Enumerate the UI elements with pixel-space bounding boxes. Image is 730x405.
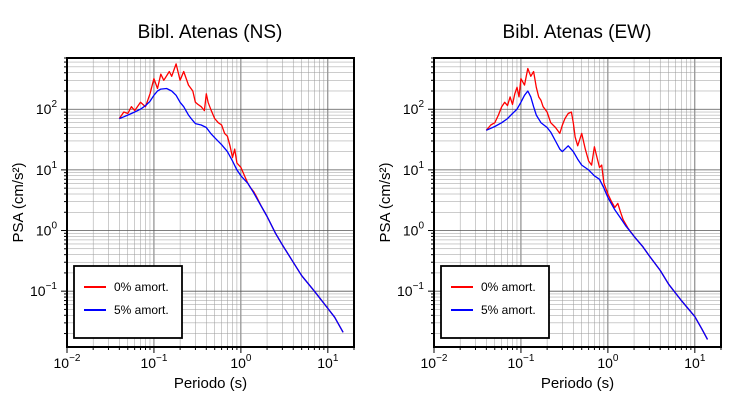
- y-tick-label-exponent: 1: [418, 160, 424, 171]
- series-line-5pct-damping: [119, 87, 344, 333]
- y-axis-label: PSA (cm/s²): [377, 162, 394, 242]
- y-tick-label: 101: [403, 160, 425, 178]
- x-tick-label-base: 10: [507, 355, 523, 371]
- x-axis-label: Periodo (s): [541, 375, 614, 392]
- x-axis-label: Periodo (s): [174, 375, 247, 392]
- x-tick-label: 100: [230, 353, 252, 371]
- y-tick-label-base: 10: [36, 223, 52, 239]
- x-tick-label-exponent: −2: [69, 353, 81, 364]
- legend-label: 0% amort.: [481, 280, 536, 294]
- chart-title: Bibl. Atenas (NS): [138, 22, 283, 43]
- series-line-5pct-damping: [486, 90, 709, 340]
- y-tick-label-exponent: 0: [418, 221, 424, 232]
- x-tick-label: 101: [684, 353, 706, 371]
- legend-box: [73, 265, 183, 339]
- x-tick-label-base: 10: [597, 355, 613, 371]
- x-tick-label-exponent: −2: [436, 353, 448, 364]
- x-tick-label-base: 10: [317, 355, 333, 371]
- series-line-0pct-damping: [485, 67, 709, 340]
- y-tick-label: 102: [403, 99, 425, 117]
- y-tick-label: 101: [36, 160, 58, 178]
- y-tick-label-base: 10: [397, 283, 413, 299]
- y-tick-label: 102: [36, 99, 58, 117]
- legend: 0% amort. 5% amort.: [73, 265, 183, 339]
- legend-label: 5% amort.: [114, 303, 169, 317]
- y-tick-label-exponent: 2: [51, 99, 57, 110]
- plot-frame: [66, 57, 355, 348]
- legend-label: 5% amort.: [481, 303, 536, 317]
- x-tick-label: 100: [597, 353, 619, 371]
- x-tick-label-base: 10: [54, 355, 70, 371]
- y-tick-label-exponent: 1: [51, 160, 57, 171]
- grid: [433, 57, 722, 347]
- legend-box: [440, 265, 550, 339]
- y-tick-label: 10−1: [30, 281, 57, 299]
- x-tick-label: 10−2: [54, 353, 81, 371]
- x-tick-label: 101: [317, 353, 339, 371]
- x-tick-label-base: 10: [140, 355, 156, 371]
- chart-title: Bibl. Atenas (EW): [503, 22, 652, 43]
- y-tick-label-exponent: 0: [51, 221, 57, 232]
- y-tick-label: 100: [403, 221, 425, 239]
- y-tick-label-base: 10: [30, 283, 46, 299]
- y-tick-label-exponent: 2: [418, 99, 424, 110]
- y-tick-label-exponent: −1: [413, 281, 425, 292]
- y-tick-label-base: 10: [403, 101, 419, 117]
- y-tick-label-base: 10: [36, 101, 52, 117]
- x-tick-label-exponent: 1: [333, 353, 339, 364]
- x-tick-label-exponent: −1: [156, 353, 168, 364]
- y-tick-label: 10−1: [397, 281, 424, 299]
- legend-label: 0% amort.: [114, 280, 169, 294]
- x-tick-label-base: 10: [684, 355, 700, 371]
- y-tick-label-exponent: −1: [46, 281, 58, 292]
- x-tick-label-base: 10: [230, 355, 246, 371]
- y-tick-label-base: 10: [36, 162, 52, 178]
- x-tick-label-exponent: −1: [523, 353, 535, 364]
- y-axis-label: PSA (cm/s²): [10, 162, 27, 242]
- legend: 0% amort. 5% amort.: [440, 265, 550, 339]
- x-tick-label: 10−1: [507, 353, 534, 371]
- y-tick-label-base: 10: [403, 223, 419, 239]
- x-tick-label: 10−2: [421, 353, 448, 371]
- y-tick-label-base: 10: [403, 162, 419, 178]
- x-tick-label: 10−1: [140, 353, 167, 371]
- x-tick-label-exponent: 1: [700, 353, 706, 364]
- x-tick-label-base: 10: [421, 355, 437, 371]
- x-tick-label-exponent: 0: [613, 353, 619, 364]
- x-tick-label-exponent: 0: [246, 353, 252, 364]
- plot-frame: [433, 57, 722, 348]
- y-tick-label: 100: [36, 221, 58, 239]
